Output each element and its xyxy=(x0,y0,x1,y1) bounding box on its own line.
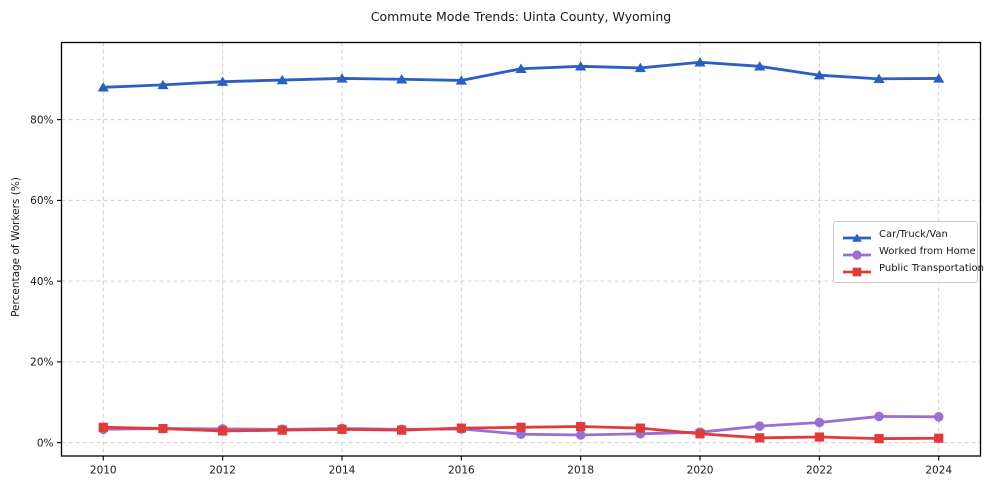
y-tick-label: 40% xyxy=(30,276,53,288)
legend-label: Worked from Home xyxy=(879,246,976,257)
x-tick-label: 2022 xyxy=(806,465,833,477)
data-point-square xyxy=(456,423,466,433)
y-tick-label: 20% xyxy=(30,357,53,369)
legend-label: Public Transportation xyxy=(879,263,984,274)
data-point-triangle xyxy=(276,74,288,85)
data-point-square xyxy=(397,425,407,435)
plot-border xyxy=(60,41,982,457)
data-point-triangle xyxy=(515,63,527,73)
data-point-square xyxy=(516,422,526,432)
data-point-square xyxy=(98,422,108,432)
data-point-square xyxy=(695,429,705,439)
data-point-circle xyxy=(814,417,825,428)
y-tick-label: 0% xyxy=(37,437,54,449)
data-point-triangle xyxy=(336,73,348,83)
x-tick-label: 2020 xyxy=(687,465,714,477)
data-point-circle xyxy=(575,430,586,440)
data-point-triangle xyxy=(873,73,885,84)
circle-series-icon xyxy=(842,246,872,260)
y-tick-label: 80% xyxy=(30,114,53,126)
data-point-square xyxy=(337,424,347,434)
data-point-triangle xyxy=(396,74,408,84)
data-point-square xyxy=(635,423,645,433)
data-point-triangle xyxy=(217,76,229,86)
legend-marker-glyph xyxy=(843,249,871,260)
triangle-series-icon xyxy=(842,229,872,242)
legend-entry-car-truck-van: Car/Truck/Van xyxy=(834,226,977,243)
x-tick-label: 2014 xyxy=(329,465,356,477)
legend-marker-glyph xyxy=(843,233,871,242)
legend-marker-glyph xyxy=(843,267,871,276)
data-point-square xyxy=(814,432,824,442)
data-point-triangle xyxy=(97,82,109,92)
chart-title: Commute Mode Trends: Uinta County, Wyomi… xyxy=(370,9,672,24)
x-tick-label: 2024 xyxy=(925,465,952,477)
data-point-triangle xyxy=(754,61,766,71)
legend-entry-worked-from-home: Worked from Home xyxy=(834,243,977,260)
legend: Car/Truck/Van Worked from Home Public Tr… xyxy=(833,221,984,283)
data-point-square xyxy=(755,433,765,443)
x-tick-label: 2010 xyxy=(90,465,117,477)
data-point-square xyxy=(874,434,884,444)
data-point-square xyxy=(158,423,168,434)
square-series-icon xyxy=(842,263,872,276)
data-point-triangle xyxy=(694,57,706,67)
data-point-triangle xyxy=(575,61,587,71)
data-point-triangle xyxy=(813,70,825,80)
data-point-square xyxy=(218,426,228,436)
data-point-triangle xyxy=(933,73,945,83)
data-point-circle xyxy=(754,421,765,431)
data-point-circle xyxy=(933,412,944,422)
data-point-circle xyxy=(874,411,884,422)
legend-label: Car/Truck/Van xyxy=(879,229,948,240)
data-point-square xyxy=(934,433,944,443)
data-point-triangle xyxy=(157,79,169,90)
data-point-square xyxy=(277,425,287,435)
x-tick-label: 2018 xyxy=(567,465,594,477)
data-point-triangle xyxy=(455,75,467,85)
data-point-triangle xyxy=(634,62,646,73)
legend-entry-public-transportation: Public Transportation xyxy=(834,260,984,277)
y-tick-label: 60% xyxy=(30,195,53,207)
data-point-square xyxy=(576,421,586,432)
x-tick-label: 2016 xyxy=(448,465,475,477)
x-tick-label: 2012 xyxy=(209,465,236,477)
